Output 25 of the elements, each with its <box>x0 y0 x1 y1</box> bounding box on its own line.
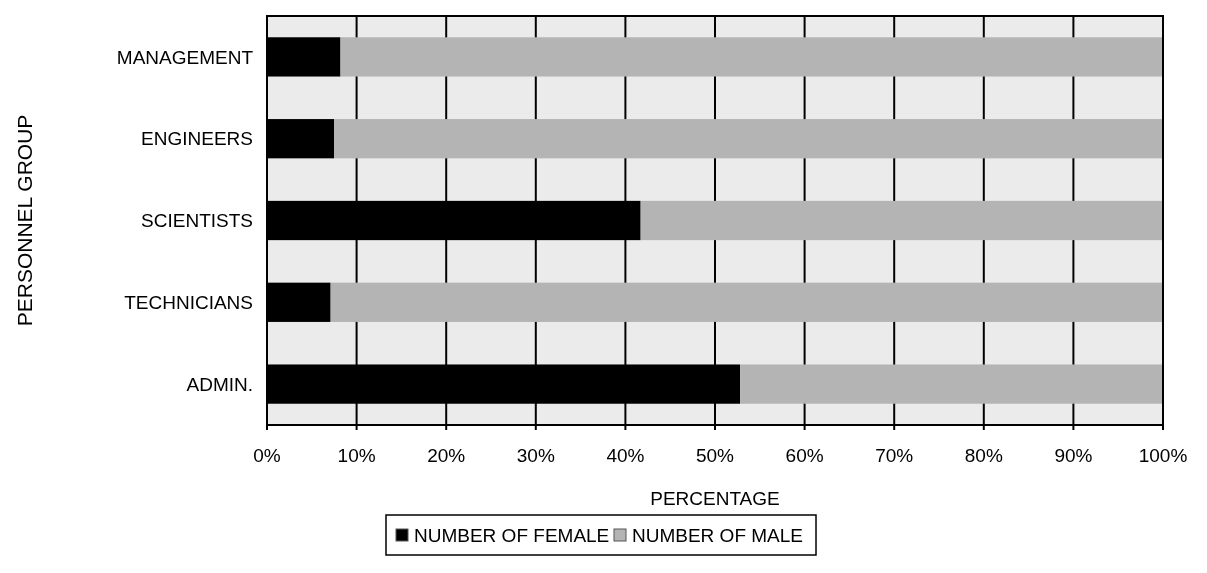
bar <box>330 282 1163 322</box>
x-tick-label: 70% <box>875 445 914 466</box>
y-axis-title: PERSONNEL GROUP <box>13 114 36 327</box>
y-tick-label: ADMIN. <box>186 373 253 395</box>
y-tick-label: TECHNICIANS <box>124 291 253 313</box>
y-tick-label: SCIENTISTS <box>141 210 253 232</box>
bar <box>640 200 1163 241</box>
x-tick-label: 0% <box>253 445 281 466</box>
x-tick-label: 80% <box>964 445 1003 466</box>
legend-label: NUMBER OF FEMALE <box>414 524 610 546</box>
x-tick-label: 40% <box>606 445 645 466</box>
x-tick-label: 100% <box>1138 445 1188 466</box>
bar <box>334 119 1163 159</box>
x-tick-label: 30% <box>516 445 555 466</box>
x-tick-label: 50% <box>695 445 735 466</box>
x-tick-label: 90% <box>1054 445 1093 466</box>
y-tick-label: ENGINEERS <box>141 128 253 150</box>
bar <box>740 364 1163 404</box>
x-tick-label: 60% <box>785 445 824 466</box>
x-tick-label: 10% <box>337 445 376 466</box>
bar <box>340 37 1163 77</box>
x-axis-title: PERCENTAGE <box>650 488 780 509</box>
x-tick-label: 20% <box>427 445 466 466</box>
legend-label: NUMBER OF MALE <box>632 524 804 546</box>
y-tick-label: MANAGEMENT <box>116 46 254 68</box>
